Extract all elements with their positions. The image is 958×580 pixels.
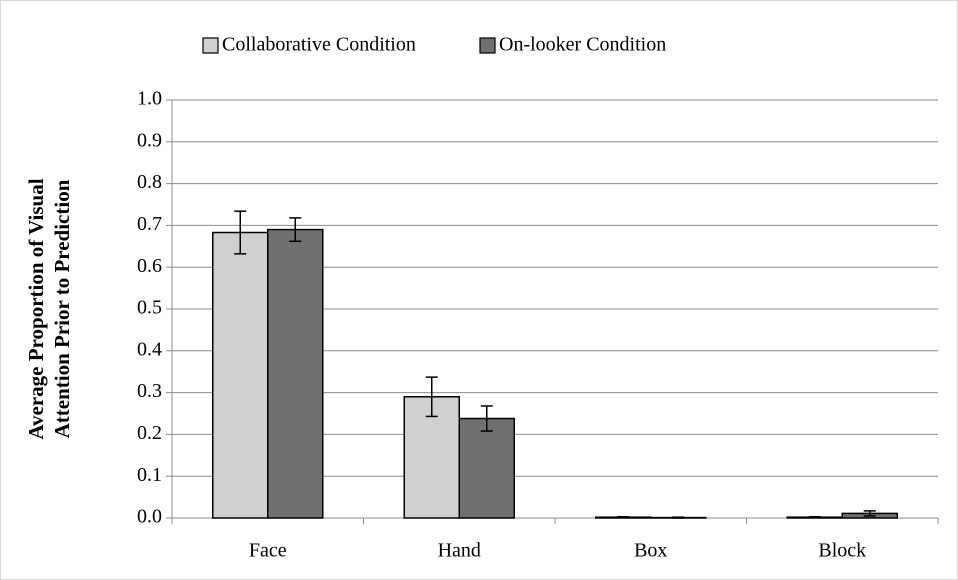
y-tick-label: 0.9 bbox=[137, 129, 162, 151]
y-tick-label: 0.0 bbox=[137, 506, 162, 528]
legend-swatch bbox=[202, 37, 219, 54]
y-axis-label: Attention Prior to Prediction bbox=[50, 179, 74, 438]
legend-label: Collaborative Condition bbox=[222, 34, 416, 56]
legend-label: On-looker Condition bbox=[499, 34, 666, 56]
y-tick-label: 0.7 bbox=[137, 213, 162, 235]
legend-swatch bbox=[479, 37, 496, 54]
y-axis-label: Average Proportion of Visual bbox=[24, 178, 48, 439]
x-tick-label: Hand bbox=[438, 540, 481, 562]
x-tick-label: Box bbox=[634, 540, 667, 562]
y-tick-label: 0.4 bbox=[137, 338, 162, 360]
bar bbox=[458, 417, 515, 519]
y-tick-label: 0.5 bbox=[137, 297, 162, 319]
y-tick-label: 1.0 bbox=[137, 88, 162, 110]
y-tick-label: 0.3 bbox=[137, 380, 162, 402]
y-tick-label: 0.8 bbox=[137, 171, 162, 193]
bar bbox=[212, 231, 269, 519]
x-tick-label: Block bbox=[818, 540, 866, 562]
x-tick-label: Face bbox=[249, 540, 287, 562]
y-tick-label: 0.6 bbox=[137, 255, 162, 277]
y-tick-label: 0.1 bbox=[137, 464, 162, 486]
bar bbox=[267, 228, 324, 519]
y-tick-label: 0.2 bbox=[137, 422, 162, 444]
